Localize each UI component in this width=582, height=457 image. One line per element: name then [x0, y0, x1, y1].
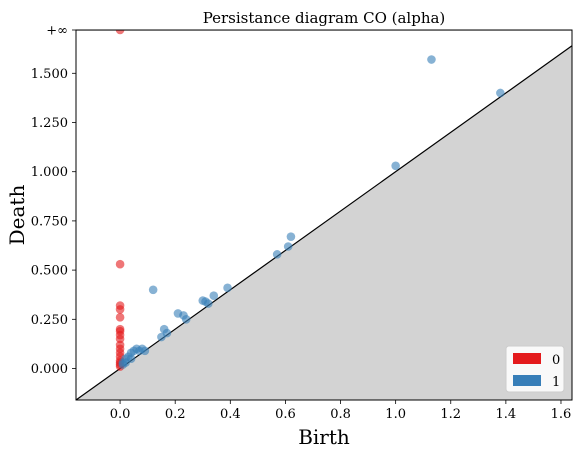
data-point-dim1 — [391, 161, 400, 171]
data-point-dim1 — [209, 291, 219, 300]
x-tick-label: 1.0 — [385, 407, 406, 422]
x-tick-label: 0.4 — [220, 407, 241, 422]
x-axis-label: Birth — [298, 425, 350, 449]
x-tick-label: 0.0 — [110, 407, 131, 422]
legend-swatch-1 — [513, 375, 541, 386]
data-point-dim0 — [115, 313, 125, 322]
data-point-dim1 — [496, 88, 505, 98]
y-tick-label: 0.750 — [31, 214, 68, 229]
data-point-dim1 — [157, 332, 166, 342]
infinity-tick-label: +∞ — [46, 24, 68, 39]
data-point-dim0 — [115, 334, 125, 344]
data-point-dim0 — [115, 259, 125, 269]
y-tick-label: 0.250 — [31, 313, 68, 328]
y-tick-label: 1.500 — [31, 67, 68, 82]
legend-label-1: 1 — [552, 375, 560, 390]
data-point-dim1 — [283, 242, 293, 251]
data-point-dim1 — [427, 55, 436, 64]
y-axis-label: Death — [5, 185, 29, 246]
legend-label-0: 0 — [552, 353, 560, 368]
y-tick-label: 0.500 — [31, 264, 68, 279]
data-point-dim1 — [135, 346, 144, 356]
diagonal-line — [76, 45, 572, 400]
legend: 0 1 — [505, 345, 565, 393]
y-tick-label: 0.000 — [31, 362, 68, 377]
legend-swatch-0 — [513, 353, 541, 364]
y-tick-label: 1.250 — [31, 116, 68, 131]
x-tick-label: 1.2 — [440, 407, 461, 422]
data-point-dim1 — [223, 283, 232, 293]
data-point-dim0 — [115, 305, 125, 314]
y-tick-label: 1.000 — [31, 165, 68, 180]
data-point-dim0 — [115, 30, 125, 35]
x-tick-label: 0.6 — [275, 407, 296, 422]
data-point-dim1 — [118, 360, 128, 369]
chart-title: Persistance diagram CO (alpha) — [203, 9, 446, 27]
data-point-dim1 — [286, 232, 296, 241]
data-point-dim1 — [203, 299, 213, 308]
x-tick-label: 1.4 — [496, 407, 517, 422]
x-tick-label: 0.8 — [330, 407, 351, 422]
x-tick-label: 0.2 — [165, 407, 186, 422]
x-tick-label: 1.6 — [551, 407, 572, 422]
data-point-dim1 — [148, 285, 158, 295]
data-point-dim1 — [272, 250, 282, 259]
plot-frame — [75, 29, 573, 401]
data-point-dim1 — [181, 315, 191, 324]
